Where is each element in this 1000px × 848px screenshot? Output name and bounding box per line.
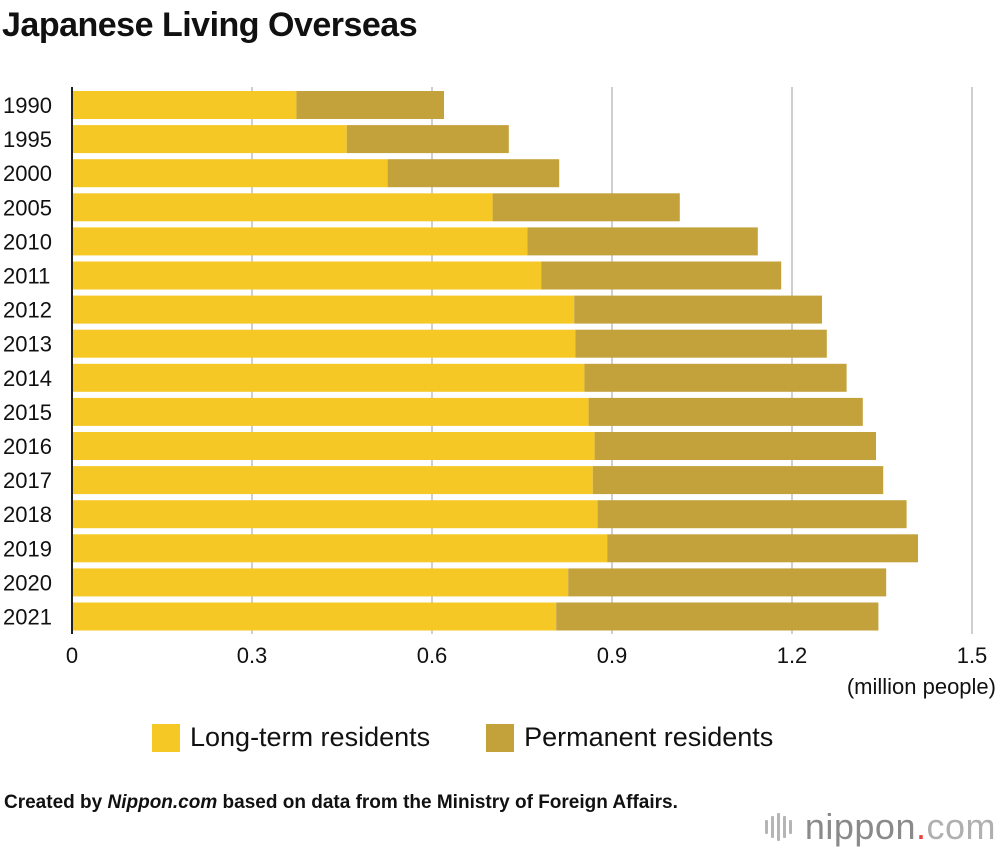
source-site: Nippon.com bbox=[107, 792, 218, 813]
x-tick-label: 0 bbox=[66, 643, 78, 668]
x-tick-label: 0.9 bbox=[597, 643, 628, 668]
y-category-label: 1990 bbox=[3, 93, 52, 118]
source-prefix: Created by bbox=[4, 792, 108, 813]
bar-permanent bbox=[296, 91, 444, 119]
bar-permanent bbox=[527, 227, 758, 256]
source-suffix: based on data from the Ministry of Forei… bbox=[217, 792, 678, 813]
bar-long-term bbox=[72, 193, 493, 222]
y-category-label: 2010 bbox=[3, 229, 52, 254]
y-category-label: 2016 bbox=[3, 434, 52, 459]
logo-text-com: com bbox=[926, 806, 996, 847]
bar-long-term bbox=[72, 91, 297, 119]
bar-long-term bbox=[72, 500, 598, 529]
x-axis-unit-label: (million people) bbox=[846, 674, 996, 699]
bar-long-term bbox=[72, 397, 589, 426]
bar-permanent bbox=[575, 329, 827, 358]
chart-title: Japanese Living Overseas bbox=[2, 6, 418, 44]
bar-permanent bbox=[592, 466, 884, 495]
bar-long-term bbox=[72, 159, 388, 188]
y-category-label: 1995 bbox=[3, 127, 52, 152]
bar-permanent bbox=[584, 363, 847, 392]
bar-long-term bbox=[72, 602, 557, 631]
bar-long-term bbox=[72, 568, 569, 597]
bar-permanent bbox=[607, 534, 918, 563]
bar-long-term bbox=[72, 295, 575, 324]
bar-chart: 0 0.3 0.6 0.9 1.2 1.5 1990 1995 2000 2005 2010 2011… bbox=[3, 87, 987, 668]
source-note: Created by Nippon.com based on data from… bbox=[4, 790, 704, 815]
x-tick-label: 1.5 bbox=[957, 643, 988, 668]
axis-labels: 0 0.3 0.6 0.9 1.2 1.5 1990 1995 2000 2005 2010 2011… bbox=[3, 93, 987, 668]
legend-label-long-term: Long-term residents bbox=[190, 722, 431, 752]
bar-permanent bbox=[492, 193, 680, 222]
y-category-label: 2000 bbox=[3, 161, 52, 186]
logo-mark-icon bbox=[764, 813, 795, 841]
bar-long-term bbox=[72, 466, 593, 495]
x-tick-label: 0.6 bbox=[417, 643, 448, 668]
y-category-label: 2017 bbox=[3, 468, 52, 493]
logo-text-main: nippon bbox=[804, 806, 916, 847]
y-category-label: 2014 bbox=[3, 366, 52, 391]
y-category-label: 2015 bbox=[3, 400, 52, 425]
y-category-label: 2021 bbox=[3, 605, 52, 630]
y-category-label: 2005 bbox=[3, 195, 52, 220]
bar-permanent bbox=[556, 602, 879, 631]
legend-label-permanent: Permanent residents bbox=[524, 722, 774, 752]
bar-long-term bbox=[72, 329, 576, 358]
y-category-label: 2019 bbox=[3, 536, 52, 561]
bar-permanent bbox=[541, 261, 782, 290]
bar-long-term bbox=[72, 261, 542, 290]
bar-permanent bbox=[568, 568, 887, 597]
legend-swatch-long-term bbox=[152, 723, 180, 752]
bars bbox=[72, 91, 918, 631]
legend: Long-term residents Permanent residents bbox=[152, 722, 829, 753]
bar-permanent bbox=[574, 295, 822, 324]
y-category-label: 2011 bbox=[3, 264, 50, 289]
bar-long-term bbox=[72, 363, 585, 392]
bar-long-term bbox=[72, 432, 595, 460]
bar-permanent bbox=[594, 432, 876, 460]
nippon-logo: nippon. com bbox=[764, 806, 996, 848]
bar-long-term bbox=[72, 227, 528, 256]
bar-long-term bbox=[72, 534, 608, 563]
bar-permanent bbox=[588, 397, 863, 426]
bar-permanent bbox=[387, 159, 560, 188]
y-category-label: 2018 bbox=[3, 502, 52, 527]
bar-long-term bbox=[72, 125, 347, 154]
legend-swatch-permanent bbox=[486, 723, 515, 752]
legend-item-long-term: Long-term residents bbox=[152, 722, 430, 753]
x-tick-label: 0.3 bbox=[237, 643, 268, 668]
bar-permanent bbox=[346, 125, 509, 154]
y-category-label: 2013 bbox=[3, 332, 52, 357]
y-category-label: 2020 bbox=[3, 570, 52, 595]
y-category-label: 2012 bbox=[3, 298, 52, 323]
x-tick-label: 1.2 bbox=[777, 643, 808, 668]
legend-item-permanent: Permanent residents bbox=[486, 722, 773, 753]
bar-permanent bbox=[597, 500, 907, 529]
logo-text-dot: . bbox=[915, 806, 927, 847]
